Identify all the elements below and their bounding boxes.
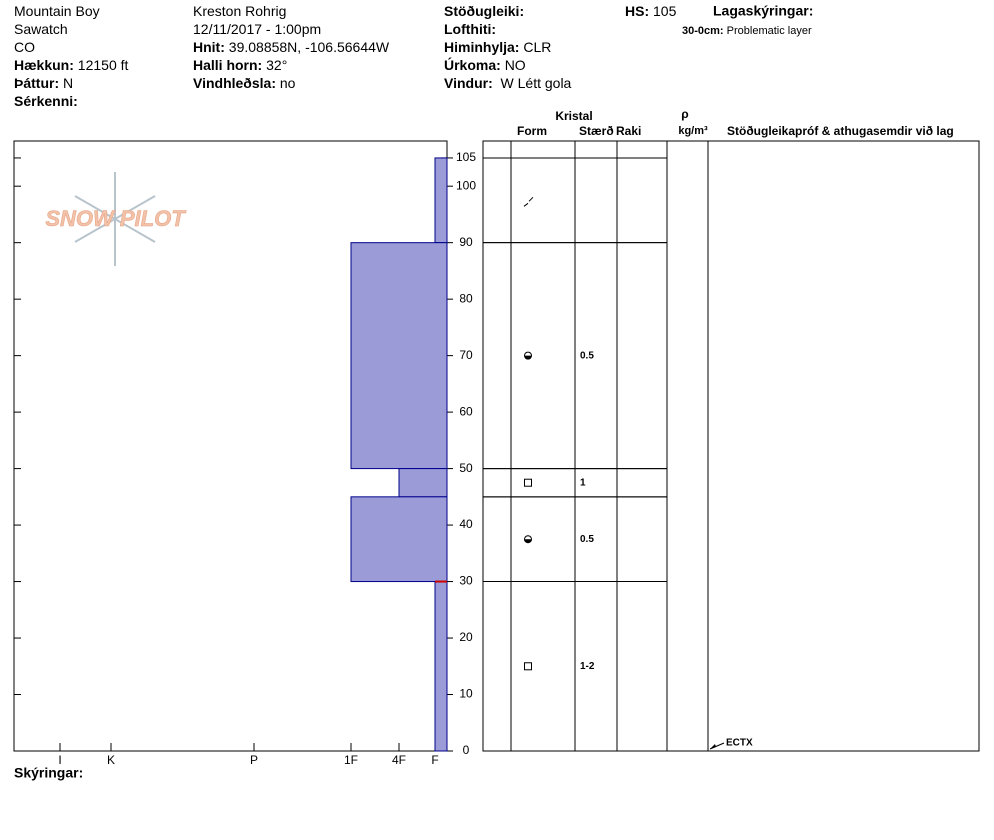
field-label: Hækkun:	[14, 57, 74, 73]
field-label: Halli horn:	[193, 57, 262, 73]
y-tick-label: 70	[459, 348, 473, 362]
field-value: 39.08858N, -106.56644W	[229, 39, 390, 55]
header-field: Stöðugleiki:	[444, 3, 524, 19]
legend-item: 30-0cm: Problematic layer	[682, 25, 812, 37]
x-tick-label: I	[58, 753, 61, 767]
col-header: Form	[517, 124, 547, 138]
x-tick-label: P	[250, 753, 258, 767]
y-tick-label: 105	[456, 150, 476, 164]
x-tick-label: F	[431, 753, 438, 767]
col-header: Kristal	[555, 109, 592, 123]
field-label: Þáttur:	[14, 75, 59, 91]
legend-label: 30-0cm:	[682, 25, 724, 37]
grain-form	[524, 662, 532, 671]
grain-size: 0.5	[580, 534, 594, 545]
header-field: Kreston Rohrig	[193, 3, 286, 19]
header-field: Sérkenni:	[14, 93, 78, 109]
y-tick-label: 20	[459, 630, 473, 644]
test-arrowhead	[710, 744, 716, 749]
field-value: CO	[14, 39, 35, 55]
legend-title: Lagaskýringar:	[713, 3, 813, 19]
col-header: Raki	[616, 124, 641, 138]
header-field: Þáttur: N	[14, 75, 73, 91]
header-field: 12/11/2017 - 1:00pm	[193, 21, 321, 37]
y-tick-label: 100	[456, 178, 476, 192]
hardness-bar	[434, 157, 448, 244]
field-value: NO	[505, 57, 526, 73]
field-label: Vindhleðsla:	[193, 75, 276, 91]
header-field: Hnit: 39.08858N, -106.56644W	[193, 39, 390, 55]
header-field: Hækkun: 12150 ft	[14, 57, 129, 73]
field-label: Himinhylja:	[444, 39, 519, 55]
hardness-bar	[434, 581, 448, 752]
hardness-bar	[350, 242, 448, 470]
hardness-bar	[398, 468, 448, 498]
field-value: W Létt gola	[497, 75, 572, 91]
field-value: N	[63, 75, 73, 91]
header-field: Úrkoma: NO	[444, 56, 526, 73]
col-header: Stærð	[579, 124, 614, 138]
legend-value: Problematic layer	[727, 25, 812, 37]
col-header: ρ	[681, 107, 688, 121]
logo	[74, 172, 156, 266]
hardness-bar	[350, 496, 448, 583]
header-field: Vindhleðsla: no	[193, 75, 296, 91]
col-header: Stöðugleikapróf & athugasemdir við lag	[727, 124, 954, 138]
y-tick-label: 60	[459, 404, 473, 418]
y-tick-label: 40	[459, 517, 473, 531]
y-tick-label: 90	[459, 235, 473, 249]
layer-table	[482, 140, 980, 752]
field-label: Sérkenni:	[14, 93, 78, 109]
y-tick-label: 0	[463, 743, 470, 757]
field-label: Hnit:	[193, 39, 225, 55]
test-label: ECTX	[726, 738, 753, 749]
grain-size: 0.5	[580, 350, 594, 361]
grain-size: 1	[580, 477, 586, 488]
grain-size: 1-2	[580, 661, 595, 672]
field-value: no	[280, 75, 296, 91]
footer: Skýringar:	[14, 765, 83, 781]
y-tick-label: 10	[459, 687, 473, 701]
field-value: 32°	[266, 57, 287, 73]
field-value: Sawatch	[14, 21, 68, 37]
x-tick-label: 4F	[392, 753, 406, 767]
field-value: Mountain Boy	[14, 3, 100, 19]
field-label: Stöðugleiki:	[444, 3, 524, 19]
grain-form	[523, 196, 534, 207]
y-tick-label: 50	[459, 461, 473, 475]
x-tick-label: K	[107, 753, 115, 767]
x-tick-label: 1F	[344, 753, 358, 767]
header-field: CO	[14, 39, 35, 55]
field-value: 105	[653, 3, 677, 19]
header-field: Mountain Boy	[14, 3, 100, 19]
header-field: Vindur: W Létt gola	[444, 75, 572, 91]
header-field: Halli horn: 32°	[193, 57, 287, 73]
field-label: HS:	[625, 3, 649, 19]
field-value: Kreston Rohrig	[193, 3, 286, 19]
header-field: Sawatch	[14, 21, 68, 37]
y-tick-label: 80	[459, 291, 473, 305]
header-field: Lofthiti:	[444, 21, 496, 37]
grain-form	[524, 539, 532, 543]
grain-form	[524, 355, 532, 360]
field-value: CLR	[523, 39, 551, 55]
field-label: Vindur:	[444, 75, 493, 91]
col-header: kg/m³	[678, 125, 708, 137]
field-value: 12150 ft	[78, 57, 129, 73]
field-label: Úrkoma:	[444, 56, 501, 73]
field-label: Lofthiti:	[444, 21, 496, 37]
y-tick-label: 30	[459, 574, 473, 588]
logo-text: SNOW PILOT	[45, 206, 186, 231]
grain-form	[524, 478, 532, 487]
header-field: Himinhylja: CLR	[444, 39, 551, 55]
field-value: 12/11/2017 - 1:00pm	[193, 21, 321, 37]
header-field: HS: 105	[625, 3, 677, 19]
